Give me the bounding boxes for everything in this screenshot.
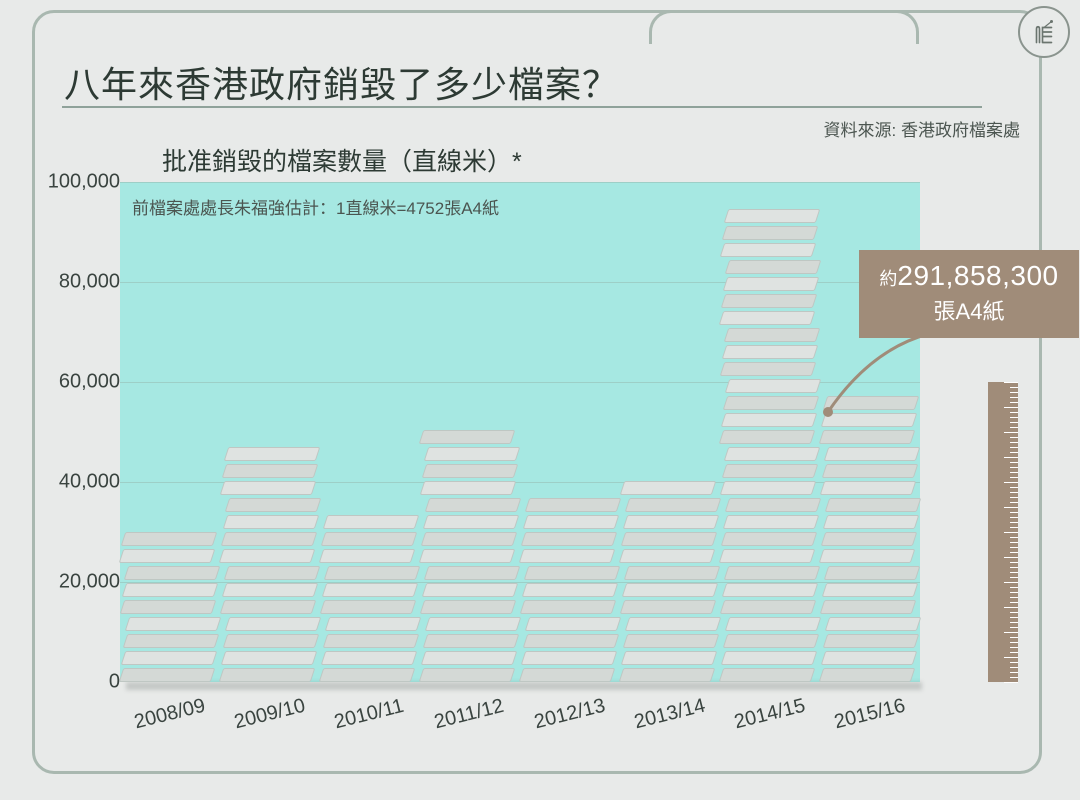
bar (524, 492, 616, 682)
x-axis: 2008/09 2009/10 2010/11 2011/12 2012/13 2013/… (120, 690, 920, 750)
callout-value: 291,858,300 (897, 260, 1058, 291)
x-tick-label: 2014/15 (732, 695, 808, 735)
y-tick-label: 80,000 (46, 271, 120, 294)
bar (624, 482, 716, 682)
title-underline (62, 106, 982, 108)
callout-pointer (810, 330, 930, 420)
bar (424, 432, 516, 682)
publisher-logo (1018, 6, 1070, 58)
callout-unit: 張A4紙 (865, 294, 1073, 326)
callout-prefix: 約 (879, 269, 897, 289)
y-tick-label: 0 (46, 671, 120, 694)
x-tick-label: 2010/11 (332, 695, 406, 734)
total-callout: 約291,858,300 張A4紙 (859, 250, 1079, 338)
chart-subtitle: 批准銷毀的檔案數量（直線米）* (162, 142, 522, 178)
x-tick-label: 2009/10 (232, 695, 308, 735)
y-tick-label: 100,000 (46, 171, 120, 194)
ruler-graphic (988, 382, 1018, 682)
y-tick-label: 60,000 (46, 371, 120, 394)
frame-tab-notch (649, 10, 919, 44)
chart-title: 八年來香港政府銷毀了多少檔案？ (64, 56, 619, 108)
x-tick-label: 2012/13 (532, 695, 608, 735)
x-tick-label: 2013/14 (632, 695, 708, 735)
y-tick-label: 20,000 (46, 571, 120, 594)
x-tick-label: 2015/16 (832, 695, 908, 735)
conversion-note: 前檔案處處長朱福強估計：1直線米=4752張A4紙 (132, 194, 499, 219)
callout-line1: 約291,858,300 (865, 260, 1073, 292)
x-tick-label: 2011/12 (432, 695, 506, 734)
x-tick-label: 2008/09 (132, 695, 208, 735)
y-tick-label: 40,000 (46, 471, 120, 494)
bar (724, 212, 816, 682)
bar (824, 392, 916, 682)
bar (224, 447, 316, 682)
bar-container (120, 182, 920, 682)
bar (124, 537, 216, 682)
baseline-shadow (126, 682, 922, 690)
source-label: 資料來源: 香港政府檔案處 (824, 116, 1020, 141)
logo-icon (1029, 17, 1059, 47)
y-axis: 020,00040,00060,00080,000100,000 (46, 182, 120, 682)
bar (324, 512, 416, 682)
